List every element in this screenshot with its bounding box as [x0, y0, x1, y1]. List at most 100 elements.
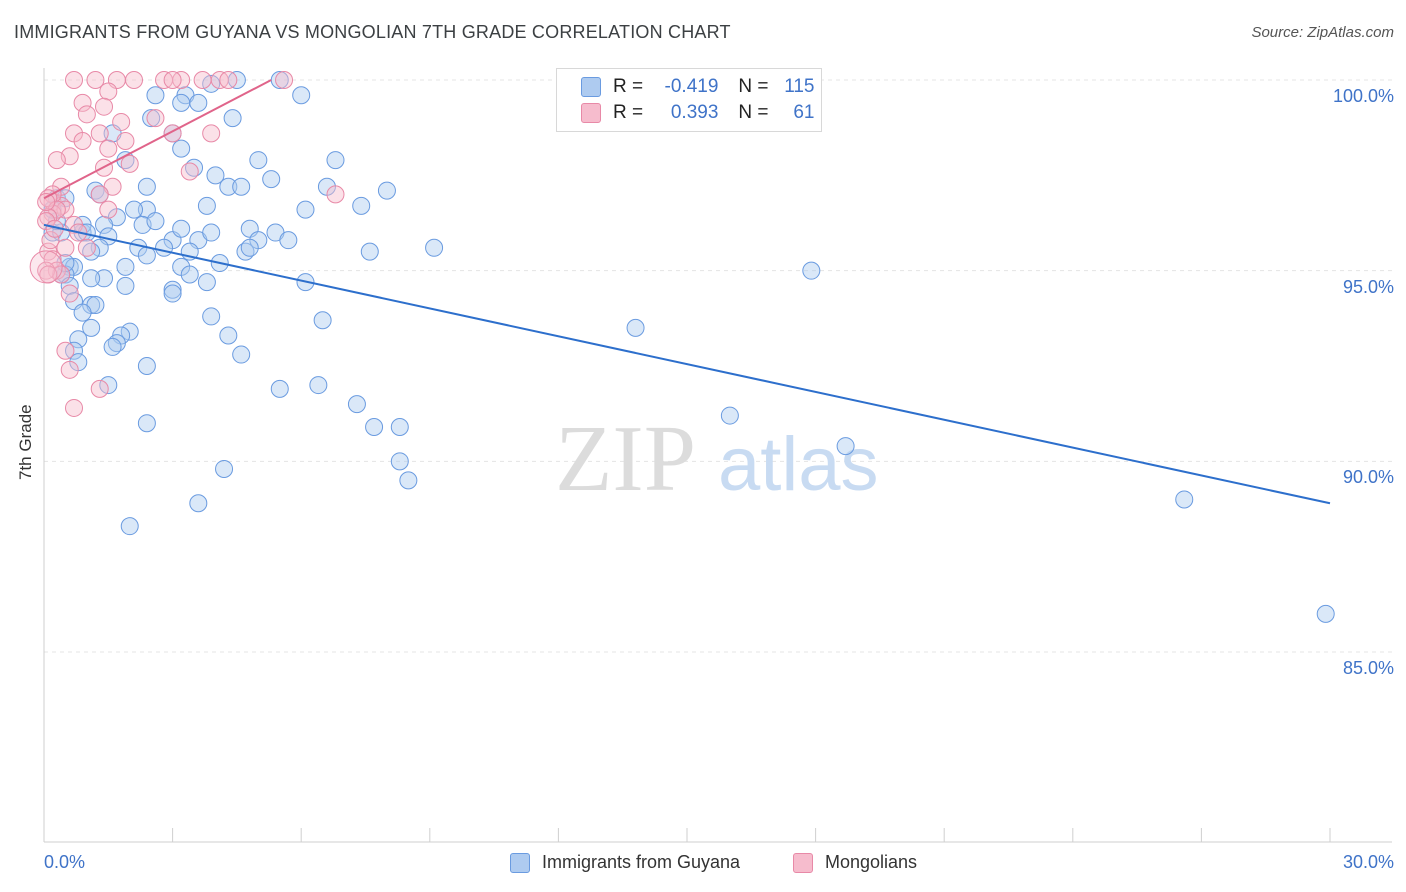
mongolian-point — [193, 71, 212, 89]
guyana-point — [309, 376, 328, 395]
mongolian-cluster — [29, 250, 63, 284]
guyana-point — [836, 437, 855, 456]
guyana-point — [1175, 490, 1194, 509]
guyana-point — [223, 109, 242, 128]
guyana-point — [142, 109, 161, 128]
guyana-point — [279, 231, 298, 250]
mongolian-point — [116, 132, 135, 151]
guyana-point — [232, 177, 251, 196]
mongolian-point — [202, 124, 221, 143]
y-tick-label: 85.0% — [1342, 658, 1394, 678]
mongolian-point — [120, 154, 139, 173]
guyana-point — [262, 170, 281, 189]
guyana-point — [137, 414, 156, 433]
guyana-point — [137, 357, 156, 375]
guyana-point — [347, 395, 366, 414]
guyana-point — [390, 452, 409, 471]
mongolian-point — [125, 71, 144, 89]
guyana-point — [425, 238, 444, 257]
mongolian-point — [60, 360, 79, 379]
guyana-point — [240, 238, 259, 257]
guyana-point — [95, 215, 114, 234]
trend-lines — [43, 79, 1331, 505]
guyana-point — [90, 238, 109, 257]
guyana-point — [326, 151, 345, 170]
mongolian-point — [326, 185, 345, 204]
mongolians-legend-label: Mongolians — [825, 852, 918, 872]
guyana-point — [292, 86, 311, 105]
guyana-swatch — [581, 77, 601, 97]
mongolian-point — [99, 200, 118, 219]
mongolian-point — [99, 139, 118, 158]
guyana-point — [120, 517, 139, 536]
y-tick-label: 95.0% — [1342, 276, 1394, 297]
chart-title: IMMIGRANTS FROM GUYANA VS MONGOLIAN 7TH … — [14, 22, 731, 42]
legend-n-value: 115 — [784, 76, 815, 97]
mongolian-point — [65, 398, 84, 417]
mongolian-point — [41, 231, 60, 250]
mongolian-point — [99, 82, 118, 101]
mongolians-legend-swatch — [793, 852, 813, 873]
mongolian-point — [56, 341, 75, 360]
legend-r-value: 0.393 — [670, 102, 719, 123]
guyana-point — [180, 265, 199, 284]
y-tick-label: 90.0% — [1342, 467, 1394, 488]
watermark-zip: ZIP — [555, 407, 696, 511]
mongolian-point — [275, 71, 294, 89]
guyana-point — [197, 273, 216, 292]
legend-n-label: N = — [738, 76, 769, 97]
x-tick-label: 0.0% — [44, 852, 86, 872]
bottom-legend-mongolians[interactable]: Mongolians — [793, 852, 917, 873]
guyana-point — [365, 418, 384, 437]
guyana-point — [296, 200, 315, 219]
guyana-point — [172, 93, 191, 112]
legend-row-guyana: R = -0.419 N = 115 — [581, 75, 815, 99]
mongolian-point — [73, 93, 92, 112]
guyana-point — [189, 494, 208, 513]
guyana-point — [802, 261, 821, 280]
guyana-point — [172, 139, 191, 158]
mongolian-point — [146, 109, 165, 128]
mongolian-point — [56, 238, 75, 257]
guyana-point — [249, 151, 268, 170]
x-tick-label: 30.0% — [1342, 852, 1394, 872]
mongolian-point — [60, 284, 79, 303]
guyana-point — [163, 284, 182, 303]
guyana-point — [360, 242, 379, 261]
guyana-point — [146, 86, 165, 105]
guyana-point — [313, 311, 332, 330]
guyana-point — [103, 337, 122, 356]
guyana-point — [116, 257, 135, 276]
guyana-point — [69, 330, 88, 349]
mongolian-point — [47, 151, 66, 170]
mongolian-trend-line — [43, 79, 272, 200]
mongolian-point — [95, 97, 114, 116]
legend-row-mongolians: R = 0.393 N = 61 — [581, 101, 815, 125]
legend-r-label: R = — [613, 102, 644, 123]
guyana-point — [206, 166, 225, 185]
guyana-point — [197, 196, 216, 215]
guyana-point — [270, 71, 289, 89]
guyana-legend-swatch — [510, 852, 530, 873]
bottom-legend-guyana[interactable]: Immigrants from Guyana — [510, 852, 740, 873]
guyana-point — [219, 177, 238, 196]
mongolian-point — [180, 162, 199, 181]
guyana-point — [202, 74, 221, 93]
guyana-point — [352, 196, 371, 215]
legend-r-label: R = — [613, 76, 644, 97]
guyana-point — [720, 406, 739, 425]
guyana-point — [1316, 604, 1335, 623]
guyana-point — [163, 280, 182, 299]
guyana-point — [377, 181, 396, 200]
mongolian-point — [219, 71, 238, 89]
mongolian-point — [37, 193, 56, 212]
y-tick-label: 100.0% — [1332, 86, 1394, 106]
mongolian-point — [73, 132, 92, 151]
guyana-point — [155, 238, 174, 257]
mongolian-point — [90, 185, 109, 204]
guyana-point — [137, 177, 156, 196]
guyana-point — [172, 219, 191, 238]
guyana-point — [219, 326, 238, 345]
guyana-point — [202, 307, 221, 326]
